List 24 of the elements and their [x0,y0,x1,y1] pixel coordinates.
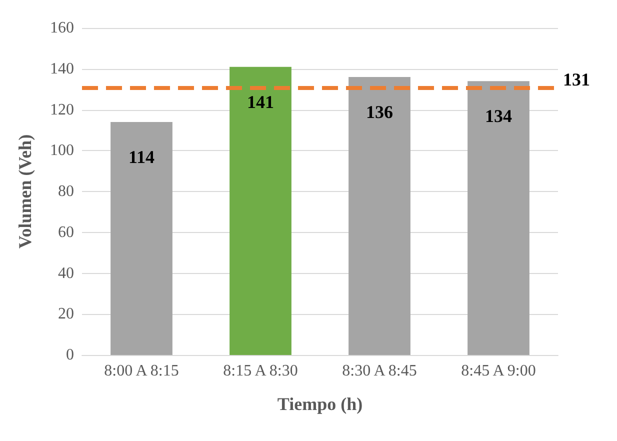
y-tick-label: 80 [58,183,74,200]
x-axis-title: Tiempo (h) [277,394,363,414]
y-tick-label: 0 [66,346,74,364]
data-label: 114 [128,147,155,168]
x-tick-label: 8:00 A 8:15 [104,362,179,380]
ref-line-label: 131 [563,69,590,90]
x-tick-label: 8:15 A 8:30 [223,362,298,380]
y-tick-label: 100 [50,142,74,160]
y-tick-label: 140 [50,60,74,78]
y-axis-title: Volumen (Veh) [15,134,35,249]
bar [348,77,410,355]
y-tick-label: 160 [50,20,74,36]
data-label: 136 [366,102,393,122]
x-tick-label: 8:45 A 9:00 [461,362,536,380]
bar [110,122,172,355]
y-tick-label: 40 [58,264,74,282]
bar [230,66,292,355]
y-tick-label: 120 [50,101,74,118]
y-tick-label: 20 [58,306,74,323]
data-label: 134 [485,106,512,126]
x-tick-label: 8:30 A 8:45 [342,362,417,380]
bar [468,81,530,355]
data-label: 141 [247,92,274,112]
y-tick-label: 60 [58,224,74,241]
